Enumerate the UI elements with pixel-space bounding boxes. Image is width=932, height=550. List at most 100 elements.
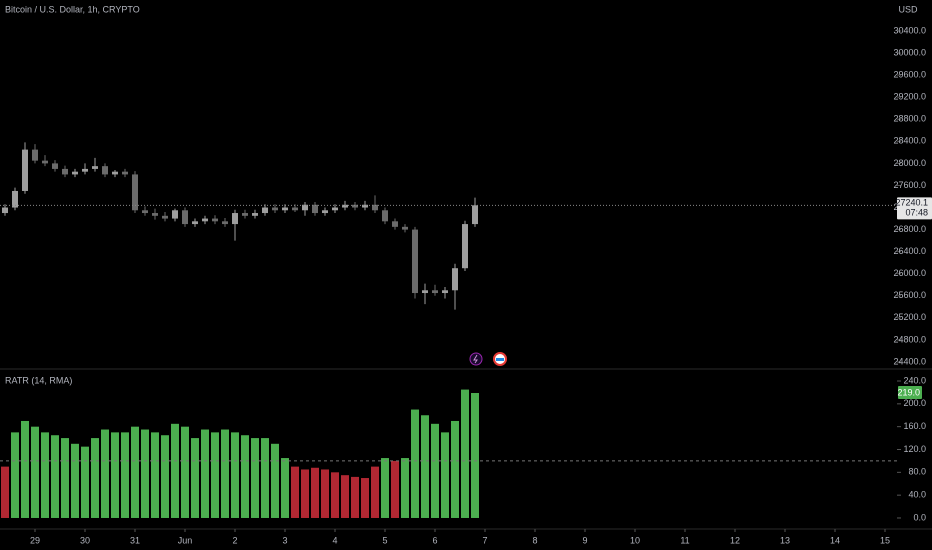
currency: USD [898,4,918,14]
candle-body [312,204,318,214]
bar [321,469,329,518]
bar [111,432,119,518]
x-tick-label: 6 [432,535,437,545]
candle-body [382,210,388,222]
candle-body [412,229,418,294]
last-value-label: 219.0 [897,387,920,397]
bar [151,432,159,518]
candle-body [152,213,158,216]
candle-body [222,221,228,225]
y-tick-label: 28000.0 [893,158,926,168]
candle-body [102,166,108,175]
x-tick-label: 13 [780,535,790,545]
indicator-title: RATR (14, RMA) [5,375,72,385]
candle-body [402,226,408,230]
candle-body [242,213,248,216]
candle-body [32,149,38,161]
symbol-title: Bitcoin / U.S. Dollar, 1h, CRYPTO [5,4,140,14]
candle-body [192,221,198,225]
bar [101,429,109,518]
bar [261,438,269,518]
bar [381,458,389,518]
candle-body [432,290,438,294]
candle-body [362,204,368,208]
candle-body [182,210,188,225]
bar [221,429,229,518]
candle-body [52,163,58,169]
bar [121,432,129,518]
x-tick-label: 5 [382,535,387,545]
candle-body [72,171,78,175]
y-tick-label: 29600.0 [893,70,926,80]
bar [11,432,19,518]
y-tick-label: 27600.0 [893,180,926,190]
y-tick-label: 28800.0 [893,114,926,124]
bar [71,443,79,518]
y-tick-label: 29200.0 [893,92,926,102]
y-tick-label: 26000.0 [893,268,926,278]
candle-body [132,174,138,211]
bar [471,392,479,518]
bar [371,466,379,518]
bar [181,426,189,518]
candle-body [12,190,18,208]
x-tick-label: 11 [680,535,689,545]
candle-body [332,207,338,211]
x-tick-label: 9 [582,535,587,545]
x-tick-label: 8 [532,535,537,545]
event-icon[interactable] [469,352,483,366]
bar [61,438,69,518]
y-tick-label: 25200.0 [893,312,926,322]
candle-body [92,166,98,169]
y-tick-label: 30400.0 [893,25,926,35]
candle-body [122,171,128,175]
bar [351,476,359,518]
y-tick-label: 30000.0 [893,47,926,57]
candle-body [202,218,208,222]
bar [31,426,39,518]
x-tick-label: 30 [80,535,90,545]
bar [191,438,199,518]
y-tick-label: 200.0 [903,398,926,408]
y-tick-label: 26400.0 [893,246,926,256]
candle-body [272,207,278,211]
bar [81,446,89,518]
candle-body [1,207,8,214]
event-icon[interactable] [493,352,507,366]
candle-body [392,221,398,227]
x-tick-label: 4 [332,535,337,545]
candle-body [422,290,428,294]
bar [421,415,429,518]
candle-body [22,149,28,191]
candle-body [302,204,308,211]
x-tick-label: 2 [232,535,237,545]
bar [0,466,9,518]
bar [391,460,399,518]
x-tick-label: 29 [30,535,40,545]
y-tick-label: 24400.0 [893,356,926,366]
candle-body [342,204,348,208]
bar [171,423,179,518]
y-tick-label: 26800.0 [893,224,926,234]
bar [291,466,299,518]
bar [431,423,439,518]
x-tick-label: 12 [730,535,740,545]
bar [281,458,289,518]
candle-body [142,210,148,214]
bar [211,432,219,518]
x-tick-label: 10 [630,535,640,545]
bar [451,420,459,518]
bar [51,435,59,518]
y-tick-label: 24800.0 [893,334,926,344]
candle-body [282,207,288,211]
x-tick-label: 14 [830,535,840,545]
bar [341,475,349,518]
last-value-box [898,385,922,399]
x-tick-label: 3 [282,535,287,545]
bar [461,389,469,518]
candle-body [172,210,178,219]
bar [131,426,139,518]
countdown-label: 07:48 [905,208,928,218]
bar [361,478,369,518]
candle-body [352,204,358,208]
